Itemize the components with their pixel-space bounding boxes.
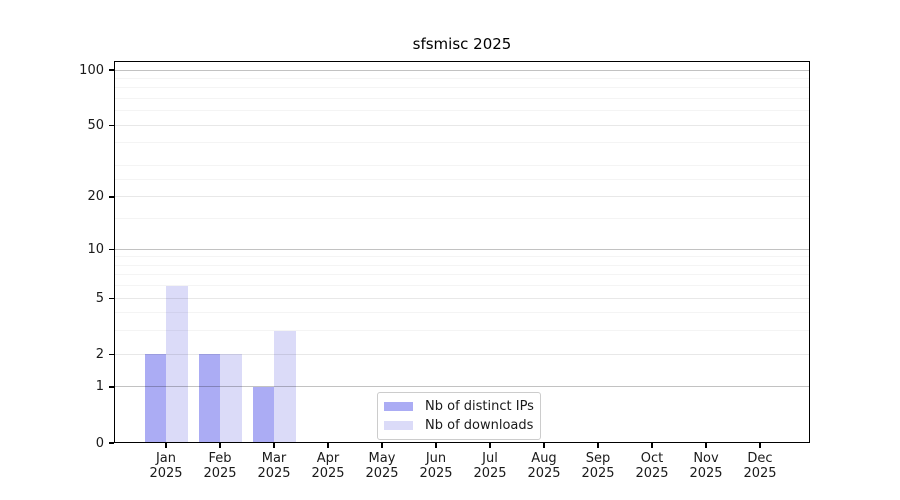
gridline-minor: [114, 142, 810, 144]
y-axis-tick: [109, 353, 114, 355]
y-axis-tick-label: 50: [87, 117, 104, 133]
gridline-major: [114, 124, 810, 126]
x-axis-tick-label: Apr 2025: [311, 451, 345, 481]
gridline-minor: [114, 274, 810, 276]
legend-entry-distinct-ips: Nb of distinct IPs: [384, 399, 534, 414]
bar-downloads: [166, 285, 188, 443]
gridline-minor: [114, 264, 810, 266]
y-axis-tick-label: 100: [79, 62, 104, 78]
legend-label-downloads: Nb of downloads: [425, 418, 534, 433]
x-axis-tick: [651, 443, 653, 448]
gridline-minor: [114, 165, 810, 166]
plot-area: 0 1 2 5 10 20 50 100 Jan 2025 Feb 2025 Mar 2025 Apr…: [79, 61, 810, 481]
x-axis-tick-label: Jul 2025: [473, 451, 507, 481]
gridline-minor: [114, 179, 810, 181]
x-axis-tick-label: Aug 2025: [527, 451, 561, 481]
legend-label-distinct-ips: Nb of distinct IPs: [425, 399, 534, 414]
legend-swatch-distinct-ips: [384, 402, 413, 411]
gridline-minor: [114, 330, 810, 332]
y-axis-tick: [109, 196, 114, 198]
x-axis-tick-label: Jan 2025: [149, 451, 183, 481]
x-axis-tick: [759, 443, 761, 448]
gridline-minor: [114, 87, 810, 89]
gridline-minor: [114, 218, 810, 220]
x-axis-tick-label: Sep 2025: [581, 451, 615, 481]
x-axis-tick-label: May 2025: [365, 451, 399, 481]
chart-title: sfsmisc 2025: [412, 35, 512, 53]
gridline-major: [114, 69, 810, 71]
y-axis-tick: [109, 124, 114, 126]
legend-entry-downloads: Nb of downloads: [384, 418, 534, 433]
y-axis-tick-label: 1: [95, 379, 104, 395]
legend: Nb of distinct IPs Nb of downloads: [377, 392, 541, 440]
gridline-minor: [114, 256, 810, 258]
x-axis-tick-label: Dec 2025: [743, 451, 777, 481]
x-axis-tick-label: Jun 2025: [419, 451, 453, 481]
y-axis-tick: [109, 386, 114, 388]
x-axis-tick: [219, 443, 221, 448]
y-axis-tick-label: 2: [95, 346, 104, 362]
x-axis-tick: [435, 443, 437, 448]
x-axis-tick-label: Oct 2025: [635, 451, 669, 481]
gridline-minor: [114, 98, 810, 100]
x-axis-tick-label: Mar 2025: [257, 451, 291, 481]
bar-distinct-ips: [144, 354, 166, 443]
x-axis-tick-label: Feb 2025: [203, 451, 237, 481]
x-axis-tick: [327, 443, 329, 448]
gridline-major: [114, 386, 810, 388]
gridline-minor: [114, 312, 810, 314]
y-axis-tick: [109, 442, 114, 444]
x-axis-tick: [273, 443, 275, 448]
gridline-minor: [114, 285, 810, 287]
gridline-major: [114, 196, 810, 198]
bar-distinct-ips: [198, 354, 220, 443]
x-axis-tick: [705, 443, 707, 448]
gridline-major: [114, 353, 810, 355]
gridline-major: [114, 297, 810, 299]
gridline-major: [114, 248, 810, 250]
bar-downloads: [274, 330, 296, 443]
legend-swatch-downloads: [384, 421, 413, 430]
y-axis-tick: [109, 248, 114, 250]
x-axis-tick: [597, 443, 599, 448]
x-axis-tick-label: Nov 2025: [689, 451, 723, 481]
y-axis-tick: [109, 69, 114, 71]
x-axis-tick: [381, 443, 383, 448]
x-axis-tick: [165, 443, 167, 448]
x-axis-tick: [489, 443, 491, 448]
y-axis-tick-label: 0: [95, 435, 104, 451]
gridline-minor: [114, 77, 810, 79]
y-axis-tick-label: 20: [87, 189, 104, 205]
y-axis-tick-label: 10: [87, 241, 104, 257]
x-axis-tick: [543, 443, 545, 448]
bar-downloads: [220, 354, 242, 443]
bar-distinct-ips: [252, 386, 274, 443]
y-axis-tick-label: 5: [95, 290, 104, 306]
gridline-minor: [114, 110, 810, 112]
y-axis-tick: [109, 297, 114, 299]
